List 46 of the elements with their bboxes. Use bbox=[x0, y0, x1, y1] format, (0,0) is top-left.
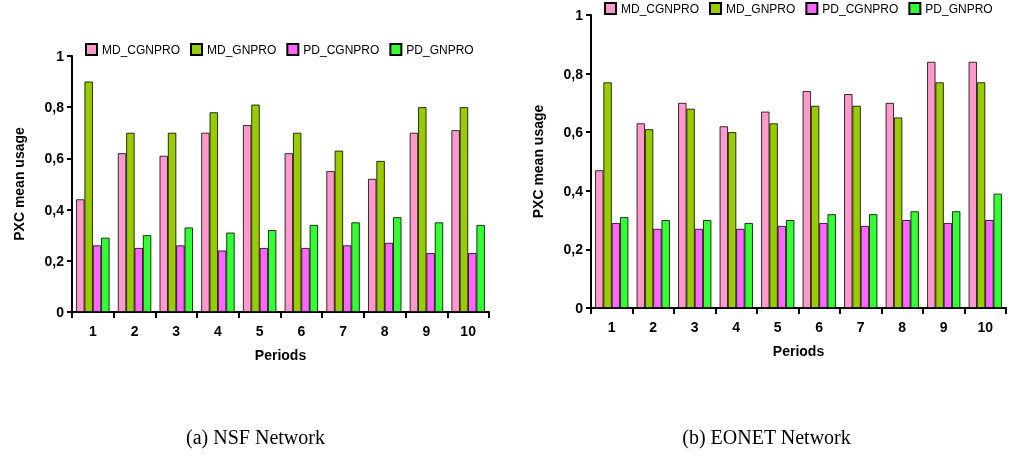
x-tick-label: 5 bbox=[255, 323, 264, 339]
y-tick-label: 0,4 bbox=[563, 182, 584, 199]
x-tick-label: 1 bbox=[607, 319, 616, 335]
x-tick-label: 7 bbox=[856, 319, 865, 335]
legend-label: MD_GNPRO bbox=[726, 1, 796, 16]
x-tick-label: 9 bbox=[939, 319, 948, 335]
legend-label: PD_GNPRO bbox=[406, 42, 474, 57]
x-tick-label: 9 bbox=[422, 323, 431, 339]
text: (b) EONET Network bbox=[682, 426, 851, 449]
legend-label: MD_CGNPRO bbox=[621, 1, 700, 16]
y-tick-label: 0,2 bbox=[563, 241, 584, 258]
y-tick-label: 1 bbox=[575, 7, 584, 23]
y-tick-label: 0,2 bbox=[44, 252, 65, 269]
x-tick-label: 3 bbox=[172, 323, 181, 339]
x-tick-label: 2 bbox=[649, 319, 658, 335]
x-tick-label: 8 bbox=[380, 323, 389, 339]
y-tick-label: 0,8 bbox=[563, 65, 584, 82]
x-tick-label: 10 bbox=[977, 319, 994, 335]
legend-label: PD_GNPRO bbox=[925, 1, 993, 16]
legend-label: MD_GNPRO bbox=[207, 42, 277, 57]
y-tick-label: 0,6 bbox=[563, 124, 584, 141]
y-tick-label: 0 bbox=[56, 304, 65, 320]
legend-label: MD_CGNPRO bbox=[102, 42, 181, 57]
x-tick-label: 5 bbox=[773, 319, 782, 335]
x-tick-label: 1 bbox=[88, 323, 97, 339]
text: (a) NSF Network bbox=[186, 426, 325, 449]
legend-label: PD_CGNPRO bbox=[822, 1, 899, 16]
y-tick-label: 0,6 bbox=[44, 150, 65, 167]
y-axis-title: PXC mean usage bbox=[530, 104, 546, 219]
x-axis-title: Periods bbox=[772, 343, 825, 359]
legend-label: PD_CGNPRO bbox=[303, 42, 380, 57]
x-tick-label: 8 bbox=[898, 319, 907, 335]
x-tick-label: 7 bbox=[339, 323, 348, 339]
x-tick-label: 6 bbox=[815, 319, 824, 335]
x-axis-title: Periods bbox=[254, 347, 307, 363]
x-tick-label: 4 bbox=[732, 319, 741, 335]
x-tick-label: 3 bbox=[690, 319, 699, 335]
x-tick-label: 6 bbox=[297, 323, 306, 339]
y-axis-title: PXC mean usage bbox=[11, 126, 27, 241]
x-tick-label: 4 bbox=[214, 323, 223, 339]
y-tick-label: 0,8 bbox=[44, 99, 65, 116]
y-tick-label: 0,4 bbox=[44, 201, 65, 218]
y-tick-label: 1 bbox=[56, 48, 65, 64]
y-tick-label: 0 bbox=[575, 300, 584, 316]
x-tick-label: 2 bbox=[130, 323, 139, 339]
x-tick-label: 10 bbox=[460, 323, 477, 339]
